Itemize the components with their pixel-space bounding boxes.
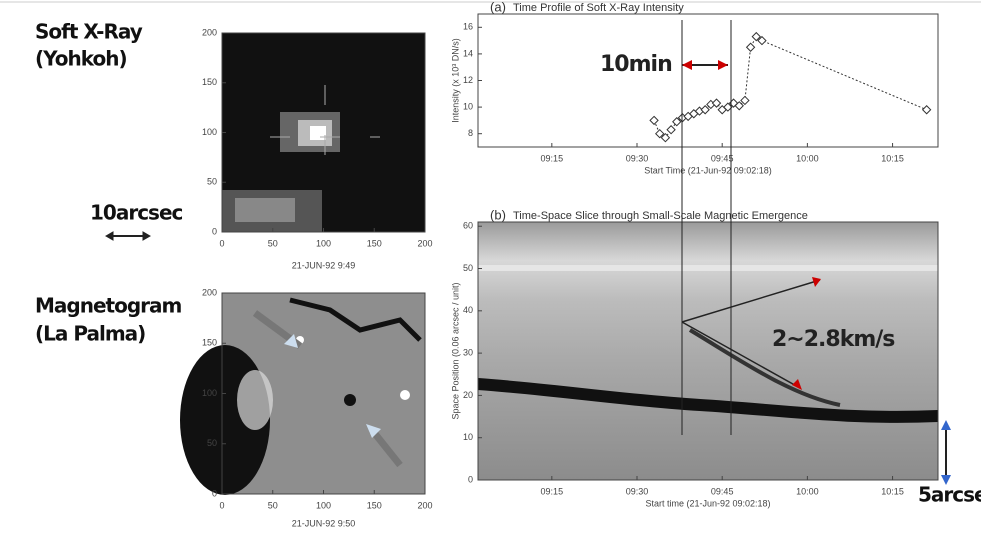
y-tick-label: 10 bbox=[463, 101, 473, 111]
panel-label: (b) bbox=[490, 207, 506, 222]
data-point bbox=[751, 31, 761, 42]
y-tick-label: 40 bbox=[463, 305, 473, 315]
annotation: 5arcsec bbox=[918, 483, 981, 507]
data-point bbox=[660, 132, 671, 143]
x-axis-label: 21-JUN-92 9:49 bbox=[292, 260, 356, 270]
chart-title: Time Profile of Soft X-Ray Intensity bbox=[513, 2, 684, 14]
x-tick-label: 09:30 bbox=[626, 153, 649, 163]
plot-frame bbox=[477, 13, 939, 148]
panel-label: (a) bbox=[490, 0, 506, 14]
annotation: Magnetogram bbox=[35, 294, 181, 318]
y-tick-label: 50 bbox=[207, 177, 217, 187]
x-axis-label: 21-JUN-92 9:50 bbox=[292, 518, 356, 528]
x-tick-label: 200 bbox=[417, 500, 432, 510]
data-point bbox=[745, 42, 756, 52]
data-point bbox=[649, 115, 659, 126]
x-tick-label: 150 bbox=[367, 500, 382, 510]
y-tick-label: 10 bbox=[463, 432, 473, 442]
x-tick-label: 0 bbox=[219, 500, 224, 510]
annotation: 10min bbox=[600, 52, 672, 77]
xray-image bbox=[222, 33, 425, 232]
y-tick-label: 20 bbox=[463, 390, 473, 400]
y-axis-label: Space Position (0.06 arcsec / unit) bbox=[450, 282, 460, 419]
data-point bbox=[666, 125, 676, 135]
x-tick-label: 50 bbox=[268, 238, 278, 248]
annotation: Soft X-Ray bbox=[35, 20, 143, 44]
y-tick-label: 100 bbox=[202, 388, 217, 398]
x-tick-label: 100 bbox=[316, 238, 331, 248]
y-tick-label: 0 bbox=[212, 226, 217, 236]
data-point bbox=[921, 105, 932, 115]
magnetogram-image bbox=[180, 293, 425, 495]
y-tick-label: 30 bbox=[463, 347, 473, 357]
x-tick-label: 10:15 bbox=[881, 153, 904, 163]
y-tick-label: 50 bbox=[463, 263, 473, 273]
annotation: (Yohkoh) bbox=[35, 47, 127, 71]
y-tick-label: 150 bbox=[202, 338, 217, 348]
chart-title: Time-Space Slice through Small-Scale Mag… bbox=[513, 210, 808, 222]
y-axis-label: Intensity (x 10³ DN/s) bbox=[450, 38, 460, 123]
y-tick-label: 150 bbox=[202, 77, 217, 87]
y-tick-label: 100 bbox=[202, 127, 217, 137]
data-point bbox=[655, 128, 665, 139]
x-tick-label: 200 bbox=[417, 238, 432, 248]
data-point bbox=[700, 105, 710, 115]
y-tick-label: 50 bbox=[207, 438, 217, 448]
x-axis-label: Start Time (21-Jun-92 09:02:18) bbox=[644, 165, 772, 175]
data-point bbox=[734, 101, 744, 111]
data-point bbox=[740, 95, 750, 106]
x-tick-label: 09:15 bbox=[541, 153, 564, 163]
x-tick-label: 09:45 bbox=[711, 486, 734, 496]
plot-frame bbox=[477, 221, 939, 481]
x-tick-label: 10:00 bbox=[796, 486, 819, 496]
arrows bbox=[104, 60, 951, 485]
data-point bbox=[711, 98, 722, 108]
y-tick-label: 16 bbox=[463, 22, 473, 32]
x-tick-label: 10:15 bbox=[881, 486, 904, 496]
annotation: 10arcsec bbox=[90, 201, 183, 225]
x-axis-label: Start time (21-Jun-92 09:02:18) bbox=[645, 498, 770, 508]
y-tick-label: 0 bbox=[212, 488, 217, 498]
x-tick-label: 09:15 bbox=[541, 486, 564, 496]
y-tick-label: 60 bbox=[463, 221, 473, 231]
x-tick-label: 09:30 bbox=[626, 486, 649, 496]
y-tick-label: 12 bbox=[463, 75, 473, 85]
y-tick-label: 8 bbox=[468, 128, 473, 138]
slice-image bbox=[477, 222, 939, 480]
y-tick-label: 14 bbox=[463, 48, 473, 58]
data-point bbox=[757, 35, 767, 46]
x-tick-label: 10:00 bbox=[796, 153, 819, 163]
y-tick-label: 200 bbox=[202, 27, 217, 37]
y-tick-label: 200 bbox=[202, 287, 217, 297]
x-tick-label: 100 bbox=[316, 500, 331, 510]
x-tick-label: 50 bbox=[268, 500, 278, 510]
data-point bbox=[672, 117, 682, 127]
annotation: 2~2.8km/s bbox=[772, 327, 895, 352]
line bbox=[653, 35, 927, 139]
annotation: (La Palma) bbox=[35, 322, 145, 346]
x-tick-label: 0 bbox=[219, 238, 224, 248]
y-tick-label: 0 bbox=[468, 474, 473, 484]
x-tick-label: 150 bbox=[367, 238, 382, 248]
x-tick-label: 09:45 bbox=[711, 153, 734, 163]
